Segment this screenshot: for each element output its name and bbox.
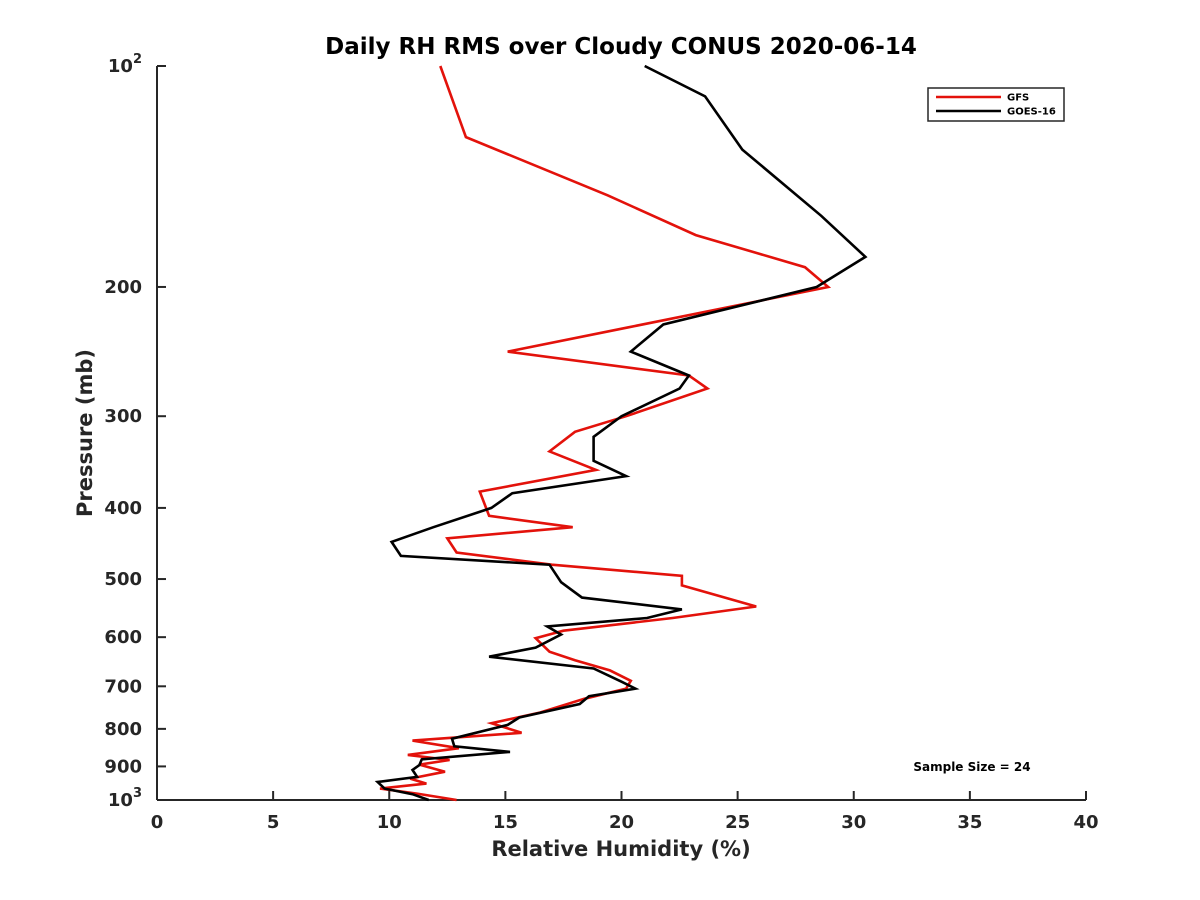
y-tick-label: 300 xyxy=(104,406,142,427)
chart-title: Daily RH RMS over Cloudy CONUS 2020-06-1… xyxy=(325,34,917,60)
x-tick-label: 5 xyxy=(267,812,280,833)
y-tick-label: 103 xyxy=(108,786,142,811)
y-tick-label: 102 xyxy=(108,52,142,77)
x-tick-label: 30 xyxy=(841,812,866,833)
legend: GFS GOES-16 xyxy=(927,87,1065,122)
y-tick-exponent: 2 xyxy=(133,52,142,67)
y-tick-label: 800 xyxy=(104,719,142,740)
x-tick-label: 35 xyxy=(957,812,982,833)
y-tick-label: 700 xyxy=(104,676,142,697)
y-tick-label: 600 xyxy=(104,627,142,648)
x-tick-label: 40 xyxy=(1073,812,1098,833)
x-tick-label: 25 xyxy=(725,812,750,833)
x-axis-label: Relative Humidity (%) xyxy=(491,837,750,861)
y-tick-label: 400 xyxy=(104,498,142,519)
y-tick-label: 900 xyxy=(104,756,142,777)
x-tick-label: 10 xyxy=(377,812,402,833)
legend-label: GFS xyxy=(1007,93,1029,104)
legend-box xyxy=(927,87,1065,122)
y-tick-label: 200 xyxy=(104,277,142,298)
x-tick-label: 15 xyxy=(493,812,518,833)
y-tick-base: 10 xyxy=(108,790,133,811)
legend-label: GOES-16 xyxy=(1007,107,1056,118)
y-tick-label: 500 xyxy=(104,569,142,590)
y-tick-base: 10 xyxy=(108,56,133,77)
y-axis-label: Pressure (mb) xyxy=(73,349,97,517)
x-tick-label: 0 xyxy=(151,812,164,833)
y-tick-exponent: 3 xyxy=(133,786,142,801)
sample-size-annotation: Sample Size = 24 xyxy=(913,760,1030,774)
series-line-goes-16 xyxy=(374,64,868,802)
series-line-gfs xyxy=(379,65,832,802)
x-tick-label: 20 xyxy=(609,812,634,833)
series-layer xyxy=(374,64,868,802)
axes: 0 5 10 15 20 25 30 35 40102200300400500600700800… xyxy=(104,52,1098,833)
